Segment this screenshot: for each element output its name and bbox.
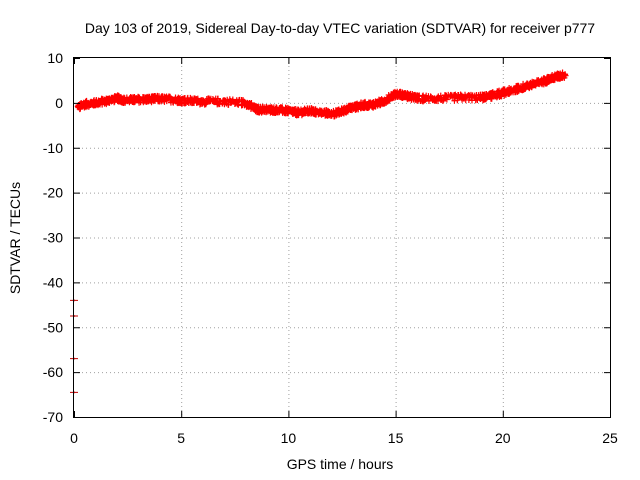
axis-ticks: 0 5 10 15 20 25 -70 -60 -50 -40 -30 -20 -10 0 10 — [43, 50, 618, 446]
x-axis-label: GPS time / hours — [287, 456, 394, 472]
data-point — [499, 90, 506, 97]
x-tick-label: 20 — [495, 430, 511, 446]
x-tick-label: 0 — [70, 430, 78, 446]
data-point — [113, 95, 120, 102]
data-point — [381, 97, 388, 104]
data-point — [171, 96, 178, 103]
data-point — [182, 97, 189, 104]
data-point — [135, 96, 142, 103]
x-tick-label: 10 — [281, 430, 297, 446]
data-point — [478, 94, 485, 101]
data-point — [414, 95, 421, 102]
data-point — [146, 96, 153, 103]
data-point — [456, 94, 463, 101]
y-tick-label: 0 — [55, 95, 63, 111]
data-point — [242, 99, 249, 106]
y-tick-label: -10 — [43, 140, 63, 156]
data-point — [156, 95, 163, 102]
data-point — [489, 92, 496, 99]
data-point — [92, 99, 99, 106]
y-tick-label: 10 — [47, 50, 63, 66]
data-point — [253, 106, 260, 113]
data-point — [199, 98, 206, 105]
data-point — [296, 109, 303, 116]
data-point — [341, 107, 348, 114]
chart-title: Day 103 of 2019, Sidereal Day-to-day VTE… — [85, 20, 595, 36]
data-point — [75, 104, 82, 111]
y-tick-label: -30 — [43, 230, 63, 246]
data-point — [285, 107, 292, 114]
data-point — [263, 106, 270, 113]
data-point — [542, 77, 549, 84]
data-point — [349, 104, 356, 111]
y-tick-label: -40 — [43, 274, 63, 290]
x-tick-label: 15 — [388, 430, 404, 446]
data-point — [81, 101, 88, 108]
data-point — [561, 71, 568, 78]
data-point — [371, 101, 378, 108]
data-point — [221, 98, 228, 105]
y-tick-label: -50 — [43, 319, 63, 335]
data-point — [306, 107, 313, 114]
data-point — [274, 107, 281, 114]
grid — [74, 58, 610, 417]
data-point — [103, 98, 110, 105]
y-axis-label: SDTVAR / TECUs — [7, 182, 23, 294]
data-point — [510, 87, 517, 94]
y-tick-label: -20 — [43, 185, 63, 201]
data-point — [403, 92, 410, 99]
data-points — [70, 69, 569, 394]
data-point — [553, 73, 560, 80]
y-tick-label: -60 — [43, 364, 63, 380]
x-tick-label: 5 — [177, 430, 185, 446]
y-tick-label: -70 — [43, 409, 63, 425]
data-point — [122, 97, 129, 104]
data-point — [392, 90, 399, 97]
data-point — [317, 109, 324, 116]
data-point — [531, 81, 538, 88]
data-point — [435, 95, 442, 102]
data-point — [521, 83, 528, 90]
data-point — [360, 102, 367, 109]
data-point — [332, 110, 339, 117]
x-tick-label: 25 — [602, 430, 618, 446]
plot-frame — [73, 57, 611, 418]
